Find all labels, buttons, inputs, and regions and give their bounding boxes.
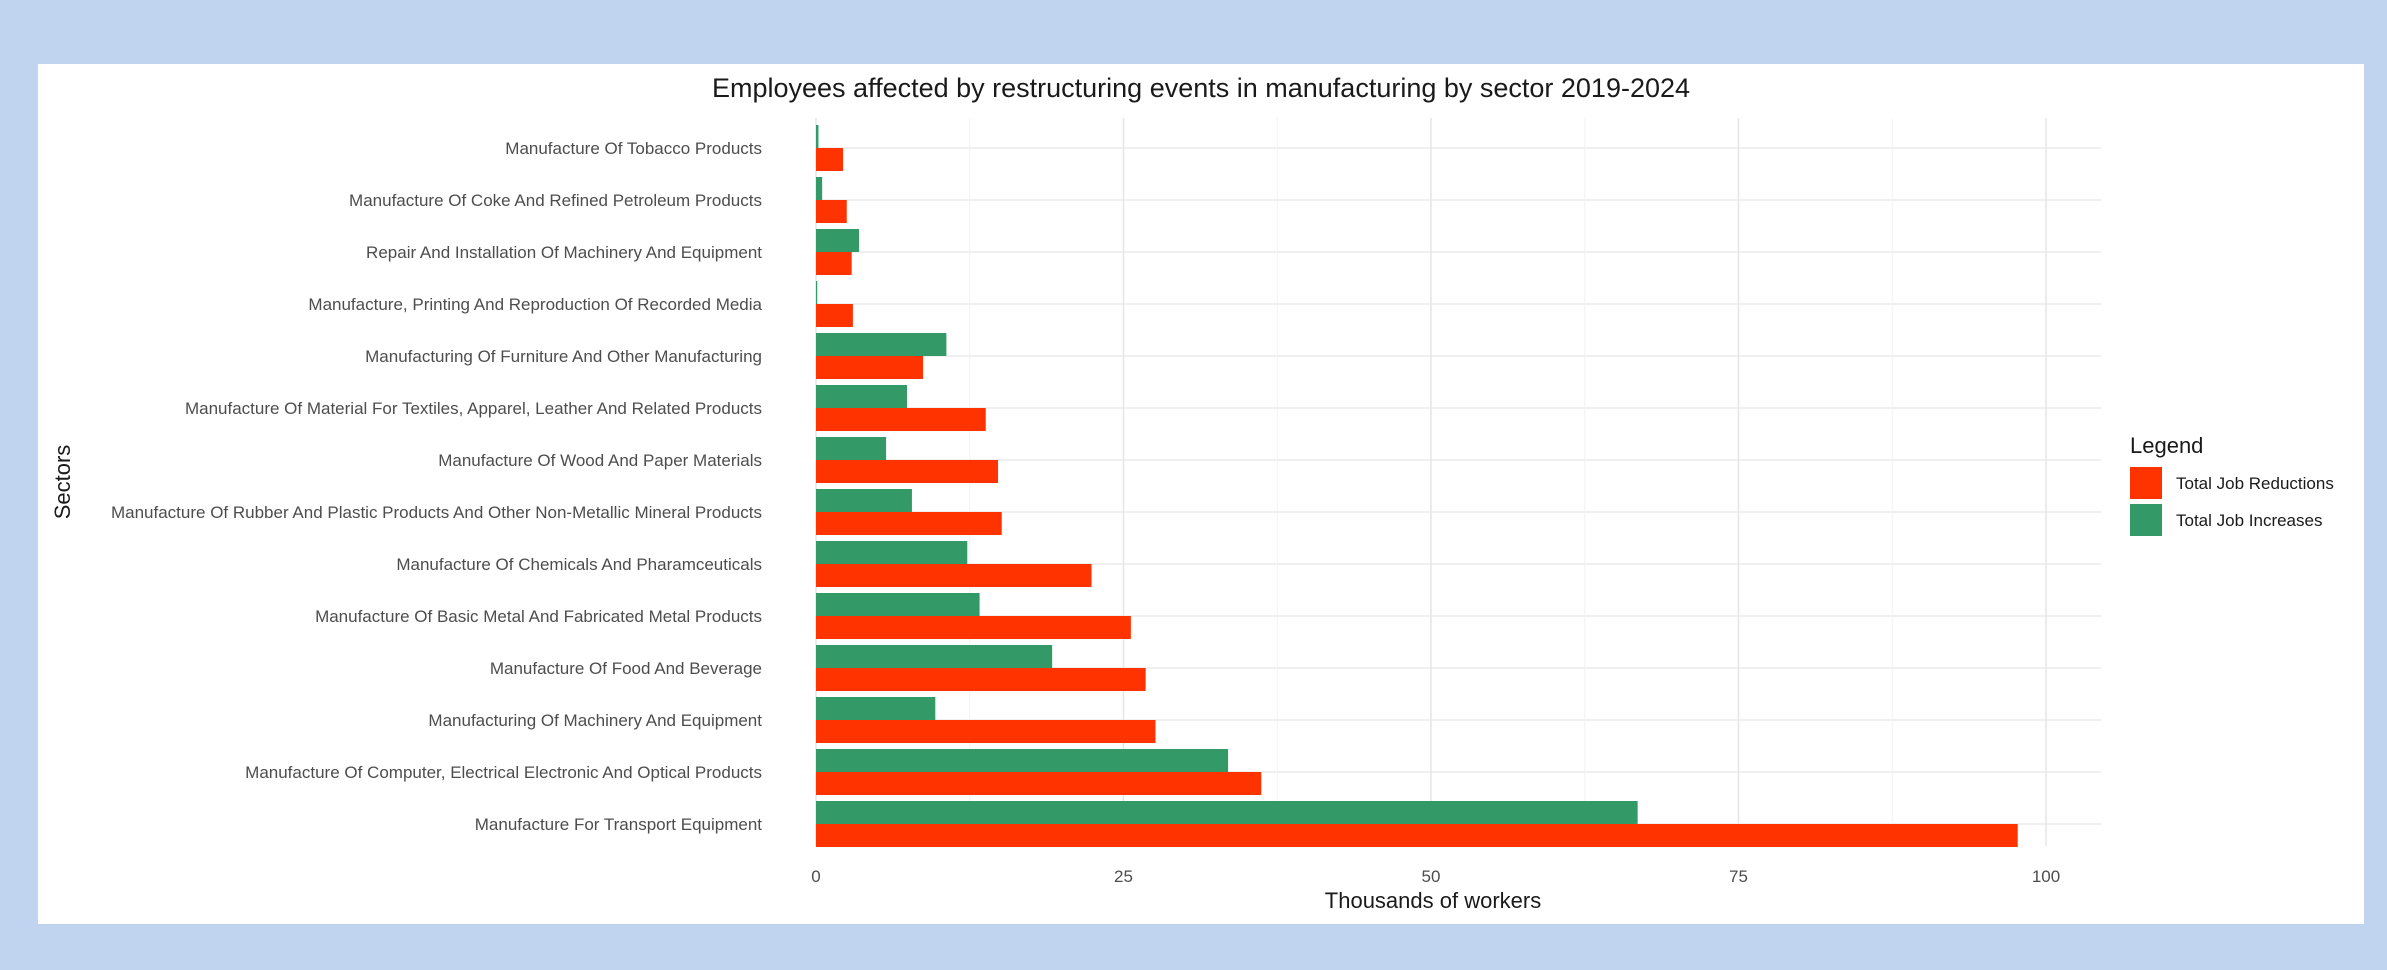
x-tick-label: 75: [1729, 867, 1748, 886]
legend: Legend Total Job Reductions Total Job Inc…: [2130, 433, 2334, 536]
bar-job-increases: [816, 229, 860, 252]
bar-job-increases: [816, 489, 912, 512]
x-axis-title: Thousands of workers: [1325, 888, 1541, 913]
bar-job-increases: [816, 125, 819, 148]
bar-job-reductions: [816, 356, 924, 379]
legend-title: Legend: [2130, 433, 2203, 458]
bar-job-reductions: [816, 460, 999, 483]
bar-job-reductions: [816, 200, 847, 223]
y-axis-title: Sectors: [50, 445, 75, 520]
bar-job-increases: [816, 749, 1229, 772]
bar-job-reductions: [816, 304, 853, 327]
bar-job-increases: [816, 385, 908, 408]
bar-job-increases: [816, 281, 818, 304]
bar-job-reductions: [816, 252, 852, 275]
category-label: Manufacture Of Material For Textiles, Ap…: [185, 399, 762, 418]
bar-job-increases: [816, 333, 947, 356]
chart-title: Employees affected by restructuring even…: [712, 73, 1690, 103]
bar-job-reductions: [816, 772, 1262, 795]
bar-job-reductions: [816, 668, 1146, 691]
bar-job-increases: [816, 801, 1638, 824]
category-label: Manufacture Of Coke And Refined Petroleu…: [349, 191, 762, 210]
category-label: Manufacturing Of Furniture And Other Man…: [365, 347, 762, 366]
category-label: Manufacture Of Food And Beverage: [490, 659, 762, 678]
category-label: Manufacture Of Chemicals And Pharamceuti…: [396, 555, 762, 574]
bar-job-reductions: [816, 824, 2018, 847]
bar-chart: Employees affected by restructuring even…: [50, 73, 2334, 913]
category-label: Repair And Installation Of Machinery And…: [366, 243, 762, 262]
bar-job-increases: [816, 645, 1053, 668]
bar-job-reductions: [816, 720, 1156, 743]
bars: [816, 125, 2018, 847]
category-label: Manufacturing Of Machinery And Equipment: [428, 711, 762, 730]
legend-swatch: [2130, 467, 2162, 499]
legend-label: Total Job Increases: [2176, 511, 2322, 530]
bar-job-increases: [816, 541, 968, 564]
bar-job-increases: [816, 177, 823, 200]
bar-job-increases: [816, 593, 980, 616]
category-label: Manufacture Of Basic Metal And Fabricate…: [315, 607, 762, 626]
x-tick-label: 25: [1114, 867, 1133, 886]
category-labels: Manufacture Of Tobacco Products Manufactu…: [111, 139, 763, 834]
legend-label: Total Job Reductions: [2176, 474, 2334, 493]
x-tick-label: 0: [811, 867, 820, 886]
x-tick-labels: 0 25 50 75 100: [811, 867, 2060, 886]
bar-job-reductions: [816, 616, 1131, 639]
x-tick-label: 100: [2032, 867, 2060, 886]
legend-swatch: [2130, 504, 2162, 536]
bar-job-reductions: [816, 408, 986, 431]
bar-job-increases: [816, 437, 887, 460]
chart-panel: Employees affected by restructuring even…: [38, 64, 2364, 924]
category-label: Manufacture Of Wood And Paper Materials: [438, 451, 762, 470]
bar-job-reductions: [816, 148, 844, 171]
category-label: Manufacture Of Tobacco Products: [505, 139, 762, 158]
category-label: Manufacture Of Rubber And Plastic Produc…: [111, 503, 762, 522]
category-label: Manufacture For Transport Equipment: [475, 815, 763, 834]
bar-job-increases: [816, 697, 936, 720]
category-label: Manufacture Of Computer, Electrical Elec…: [245, 763, 762, 782]
category-label: Manufacture, Printing And Reproduction O…: [308, 295, 762, 314]
bar-job-reductions: [816, 512, 1002, 535]
bar-job-reductions: [816, 564, 1092, 587]
x-tick-label: 50: [1422, 867, 1441, 886]
